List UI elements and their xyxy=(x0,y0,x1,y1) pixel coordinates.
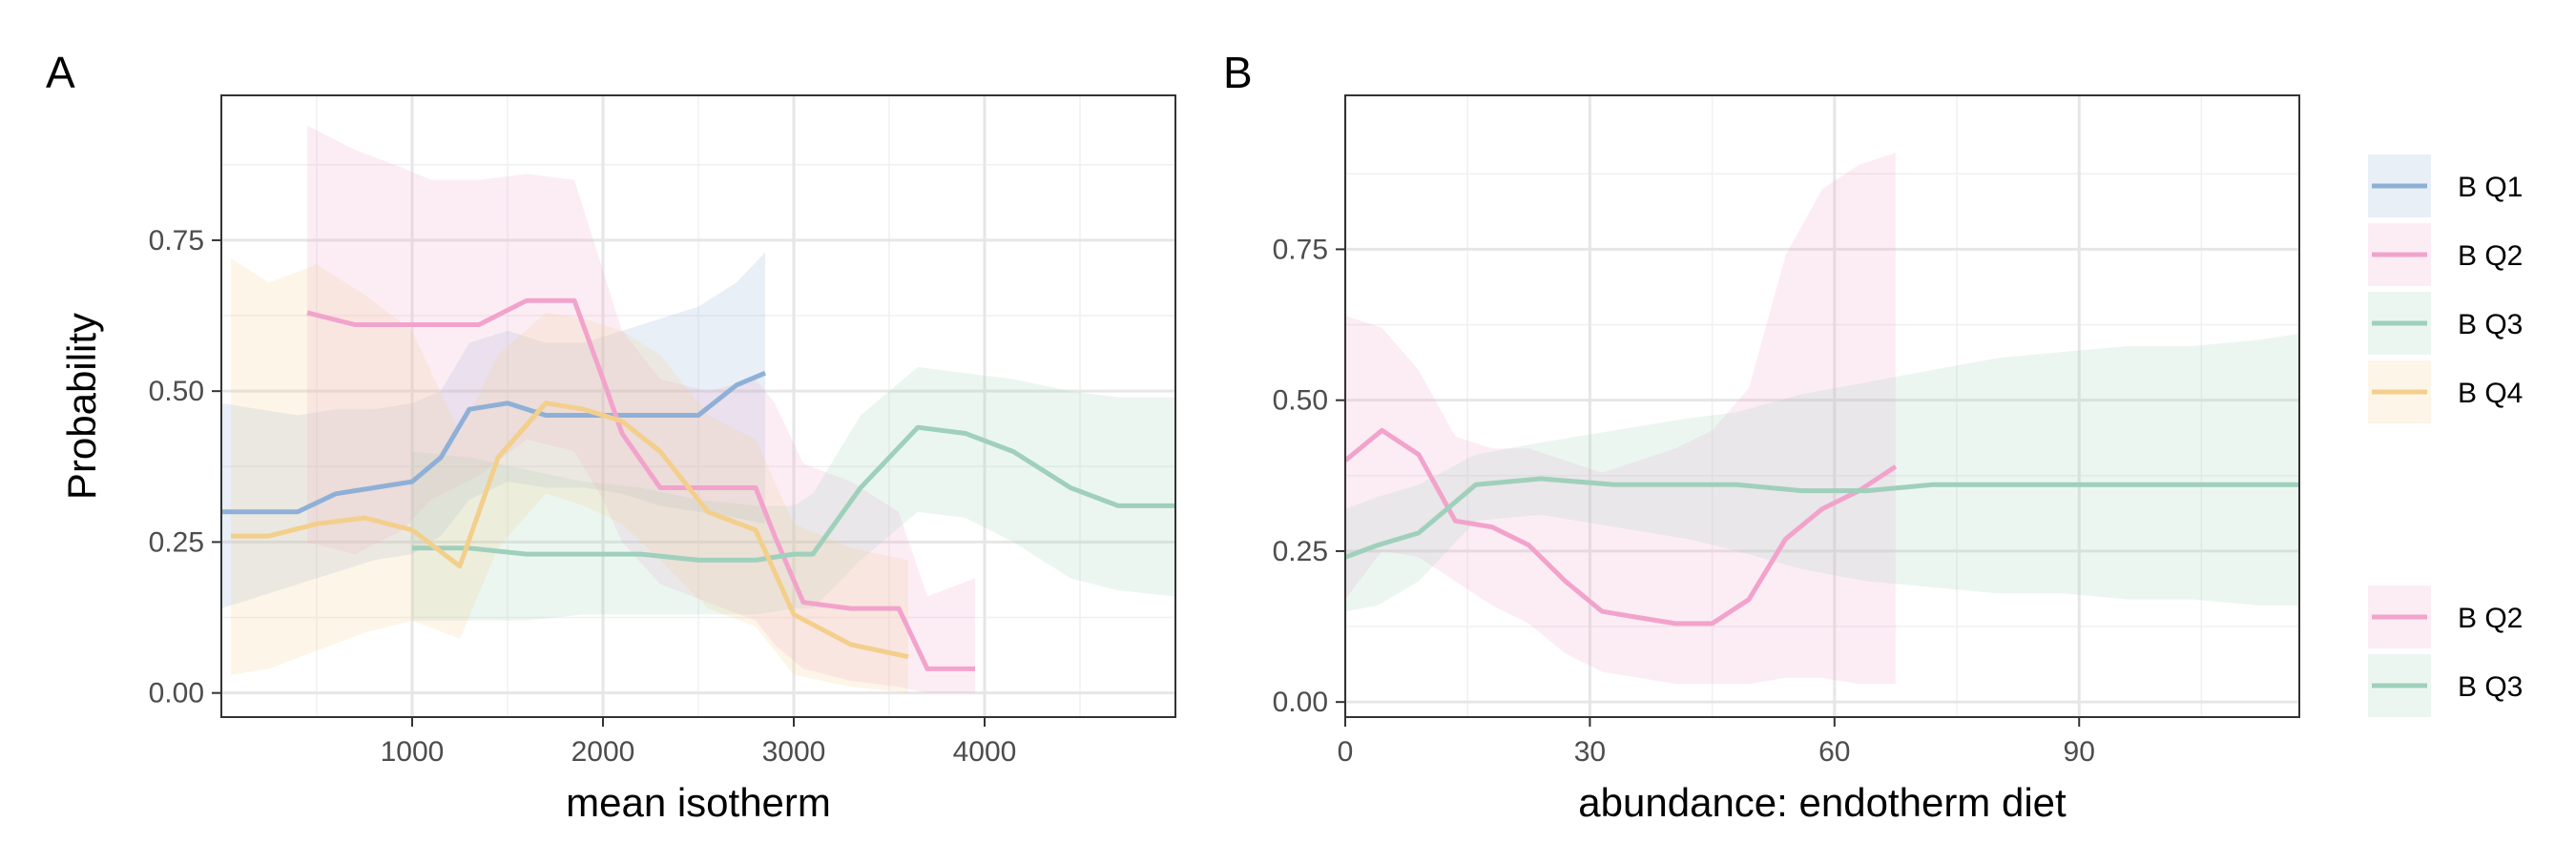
confidence-ribbon-b-q2 xyxy=(1345,153,1896,685)
confidence-ribbon-b-q3 xyxy=(1345,334,2299,612)
series-line-b-q4 xyxy=(231,401,909,660)
panel-background xyxy=(1345,95,2299,717)
x-tick-label: 2000 xyxy=(571,736,635,768)
panel-border xyxy=(220,94,1176,718)
legend-key-b-q1: B Q1 xyxy=(2368,154,2523,217)
legend-label: B Q1 xyxy=(2458,172,2523,203)
y-tick-label: 0.75 xyxy=(149,225,204,257)
series-line-b-q2 xyxy=(1345,427,1898,627)
plot-area xyxy=(221,125,1175,693)
y-axis-title: Probability xyxy=(59,313,104,500)
legend-label: B Q2 xyxy=(2458,603,2523,634)
series-line-b-q1 xyxy=(221,370,766,515)
x-tick-label: 0 xyxy=(1338,736,1354,768)
x-tick-label: 3000 xyxy=(762,736,826,768)
y-tick-label: 0.00 xyxy=(149,678,204,709)
legend-label: B Q4 xyxy=(2458,378,2523,409)
legend-key-b-q2: B Q2 xyxy=(2368,223,2523,286)
series-line-b-q2 xyxy=(306,298,975,671)
y-tick-label: 0.75 xyxy=(1273,234,1328,265)
legend-2: B Q2 B Q3 xyxy=(2368,586,2523,717)
confidence-ribbon-b-q4 xyxy=(231,257,908,693)
x-tick-label: 60 xyxy=(1818,736,1850,768)
legend-label: B Q3 xyxy=(2458,309,2523,340)
x-axis-title: abundance: endotherm diet xyxy=(1578,780,2067,825)
legend-key-b-q3: B Q3 xyxy=(2368,292,2523,355)
panel-tag-b: B xyxy=(1223,48,1253,97)
confidence-ribbon-b-q3 xyxy=(412,366,1175,621)
panel-border xyxy=(1344,94,2300,718)
confidence-ribbon-b-q2 xyxy=(307,125,975,693)
legend-label: B Q2 xyxy=(2458,240,2523,272)
x-tick-label: 4000 xyxy=(953,736,1017,768)
chart-panel-a: 1000 2000 3000 4000 0.00 0.25 0.50 0.75 mean iso… xyxy=(46,48,1176,825)
x-tick-label: 1000 xyxy=(381,736,445,768)
legend-key-b-q3: B Q3 xyxy=(2368,654,2523,717)
x-tick-label: 30 xyxy=(1574,736,1606,768)
series-line-b-q3 xyxy=(412,424,1175,563)
y-tick-label: 0.50 xyxy=(149,376,204,407)
y-tick-label: 0.25 xyxy=(149,526,204,558)
y-tick-label: 0.00 xyxy=(1273,687,1328,718)
legend-label: B Q3 xyxy=(2458,671,2523,703)
legend-1: B Q1 B Q2 B Q3 B Q4 xyxy=(2368,154,2523,423)
y-tick-label: 0.50 xyxy=(1273,385,1328,417)
plot-area xyxy=(1345,153,2299,685)
series-line-b-q3 xyxy=(1345,476,2299,560)
legend-key-b-q2: B Q2 xyxy=(2368,586,2523,648)
y-tick-label: 0.25 xyxy=(1273,536,1328,567)
chart-panel-b: 0 30 60 90 0.00 0.25 0.50 0.75 abundance: endoth… xyxy=(1223,48,2300,825)
x-tick-label: 90 xyxy=(2064,736,2095,768)
legend-key-b-q4: B Q4 xyxy=(2368,360,2523,423)
panel-tag-a: A xyxy=(46,48,75,97)
x-axis-title: mean isotherm xyxy=(566,780,831,825)
